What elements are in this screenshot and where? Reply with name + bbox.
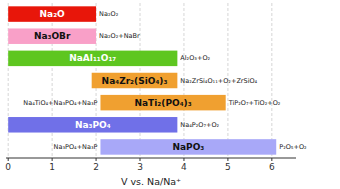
grid-line [52,3,53,158]
tick [140,158,141,161]
tick [183,158,184,161]
category-label: Na₂O [40,9,66,19]
left-label: Na₃PO₄+Na₃P [54,143,98,151]
right-label: Na₄P₂O₇+O₂ [180,121,219,129]
category-label: NaAl₁₁O₁₇ [69,53,116,63]
x-axis: 0 1 2 3 4 5 6 [5,158,296,172]
category-label: Na₄Zr₂(SiO₄)₃ [102,76,168,86]
right-label: Na₂O₂+NaBr [99,32,140,40]
tick [8,158,9,161]
tick-label: 3 [137,162,143,172]
tick-label: 0 [5,162,11,172]
bar [8,28,96,44]
right-label: P₂O₅+O₂ [279,143,307,151]
bar [100,139,276,155]
bar [8,117,177,132]
right-label: TiP₂O₇+TiO₂+O₂ [228,99,281,107]
tick-label: 1 [49,162,55,172]
grid-line [8,3,9,158]
tick [96,158,97,161]
grid [8,3,272,158]
tick [227,158,228,161]
left-label: Na₄TiO₄+Na₃PO₄+Na₃P [23,99,97,107]
category-label: Na₃PO₄ [75,120,111,130]
grid-line [271,3,272,158]
right-label: Al₂O₃+O₂ [180,54,210,62]
bar [8,6,96,22]
tick-label: 2 [93,162,99,172]
right-label: Na₂O₂ [99,10,119,18]
axis-line [6,158,296,159]
category-label: NaPO₃ [172,142,204,152]
right-label: Na₂ZrSi₄O₁₁+O₂+ZrSiO₄ [180,77,257,85]
tick-label: 6 [269,162,275,172]
bars [8,6,276,154]
category-label: NaTi₂(PO₄)₃ [135,98,192,108]
labels: Na₂O Na₂O₂ Na₃OBr Na₂O₂+NaBr NaAl₁₁O₁₇ Al₂O₃+… [23,9,307,152]
x-axis-label: V vs. Na/Na⁺ [121,176,181,187]
tick-label: 4 [181,162,187,172]
bar [100,95,225,111]
tick [52,158,53,161]
tick-label: 5 [225,162,231,172]
chart: Na₂O Na₂O₂ Na₃OBr Na₂O₂+NaBr NaAl₁₁O₁₇ Al₂O₃+… [0,0,340,189]
tick [271,158,272,161]
bar [92,73,178,89]
category-label: Na₃OBr [34,31,71,41]
bar [8,51,177,67]
